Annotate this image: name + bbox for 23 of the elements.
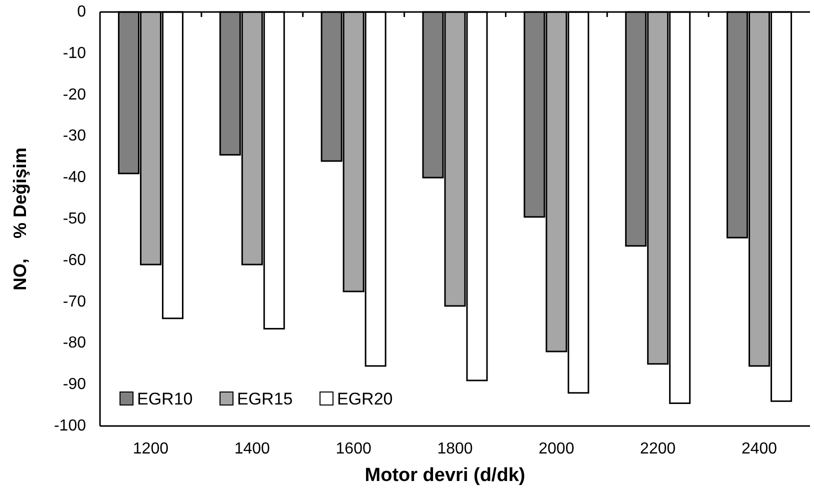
y-tick-label: 0 <box>77 4 86 20</box>
legend-label: EGR10 <box>137 390 193 408</box>
y-tick-label: -70 <box>62 293 86 310</box>
x-tick-label: 1600 <box>336 440 372 458</box>
legend-label: EGR15 <box>237 390 293 408</box>
x-tick-label: 1800 <box>437 440 473 458</box>
y-tick-label: -10 <box>62 44 86 62</box>
x-tick-label: 1200 <box>132 440 169 458</box>
x-tick-label: 2400 <box>741 440 778 458</box>
legend-label: EGR20 <box>337 390 393 408</box>
x-tick-label: 2000 <box>538 440 574 458</box>
y-tick-label: -60 <box>62 252 86 269</box>
y-tick-label: -40 <box>62 169 86 186</box>
y-tick-label: -80 <box>62 334 86 352</box>
x-tick-label: 1400 <box>234 440 270 458</box>
y-axis-title: NO, % Değişim <box>10 147 30 291</box>
y-tick-label: -20 <box>62 86 86 104</box>
x-tick-label: 2200 <box>640 440 676 458</box>
y-tick-label: -90 <box>62 376 86 394</box>
y-tick-label: -50 <box>62 210 86 228</box>
y-tick-label: -100 <box>54 418 86 434</box>
x-axis-title: Motor devri (d/dk) <box>364 465 526 486</box>
y-tick-label: -30 <box>62 128 86 145</box>
